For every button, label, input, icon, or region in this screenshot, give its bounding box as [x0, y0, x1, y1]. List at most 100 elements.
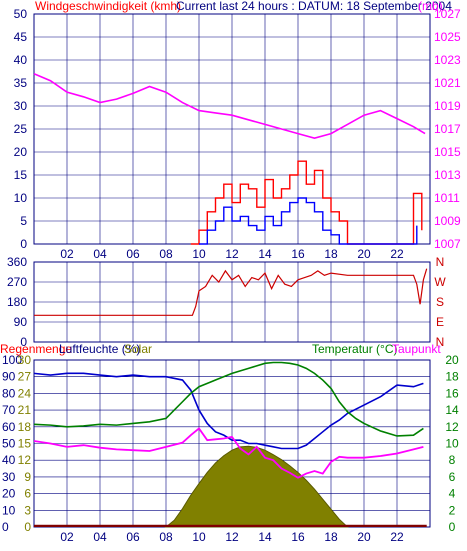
humidity-tick-label: 30: [2, 470, 16, 484]
humidity-tick-label: 40: [2, 453, 16, 467]
temperature-tick-label: 14: [445, 403, 459, 417]
pressure-tick-label: 1009: [434, 214, 461, 228]
hour-tick-label: 16: [291, 247, 305, 261]
hour-tick-label: 12: [225, 530, 239, 544]
hour-tick-label: 06: [126, 247, 140, 261]
gust-line: [199, 197, 418, 245]
chart-title: Current last 24 hours : DATUM: 18 Septem…: [176, 0, 452, 13]
pressure-axis-label: (mb): [418, 0, 443, 13]
panel-wind-grid: [34, 14, 430, 244]
hour-tick-label: 02: [60, 247, 74, 261]
pressure-tick-label: 1021: [434, 76, 461, 90]
hour-tick-label: 08: [159, 530, 173, 544]
hour-tick-label: 02: [60, 530, 74, 544]
solar-tick-label: 27: [18, 370, 32, 384]
wind-line: [190, 160, 423, 245]
wind-tick-label: 45: [14, 30, 28, 44]
dewpoint-line: [33, 427, 424, 479]
pressure-tick-label: 1025: [434, 30, 461, 44]
hour-tick-label: 12: [225, 247, 239, 261]
humidity-tick-label: 50: [2, 437, 16, 451]
wind-tick-label: 50: [14, 7, 28, 21]
rain-axis-label: Regenmenge: [0, 342, 72, 356]
hour-tick-label: 20: [357, 247, 371, 261]
pressure-tick-label: 1019: [434, 99, 461, 113]
pressure-tick-label: 1013: [434, 168, 461, 182]
pressure-tick-label: 1017: [434, 122, 461, 136]
panel-direction-tick-labels: 360 N 270 W 180 S 90 E 0 N: [7, 255, 446, 349]
direction-tick-label: 0: [20, 335, 27, 349]
dewpoint-axis-label: Taupunkt: [392, 342, 441, 356]
compass-tick-label: S: [436, 295, 444, 309]
solar-tick-label: 24: [18, 386, 32, 400]
temperature-tick-label: 16: [445, 386, 459, 400]
temperature-line: [33, 361, 424, 437]
solar-tick-label: 18: [18, 420, 32, 434]
solar-area: [164, 445, 349, 528]
humidity-tick-label: 90: [2, 370, 16, 384]
temperature-tick-label: 4: [449, 487, 456, 501]
hour-tick-label: 04: [93, 530, 107, 544]
panel-wind-direction: 360 N 270 W 180 S 90 E 0 N: [7, 255, 446, 349]
solar-tick-label: 21: [18, 403, 32, 417]
pressure-tick-label: 1027: [434, 7, 461, 21]
wind-tick-label: 40: [14, 53, 28, 67]
solar-axis-label: Solar: [124, 342, 152, 356]
humidity-line: [33, 372, 424, 450]
temperature-tick-label: 8: [449, 453, 456, 467]
direction-tick-label: 360: [7, 255, 27, 269]
hour-tick-label: 20: [357, 530, 371, 544]
temperature-tick-label: 18: [445, 370, 459, 384]
compass-tick-label: E: [436, 315, 444, 329]
humidity-tick-label: 0: [2, 520, 9, 534]
solar-tick-label: 30: [18, 353, 32, 367]
panel-humidity-series: [33, 361, 427, 528]
wind-axis-label: Windgeschwindigkeit (kmh): [35, 0, 181, 13]
rain-bar: [34, 524, 427, 527]
hour-tick-label: 18: [324, 530, 338, 544]
hour-tick-label: 22: [390, 530, 404, 544]
pressure-tick-label: 1015: [434, 145, 461, 159]
wind-tick-label: 5: [20, 214, 27, 228]
temperature-tick-label: 6: [449, 470, 456, 484]
humidity-tick-label: 60: [2, 420, 16, 434]
wind-tick-label: 20: [14, 145, 28, 159]
hour-tick-label: 04: [93, 247, 107, 261]
hour-tick-label: 22: [390, 247, 404, 261]
temperature-axis-label: Temperatur (°C): [312, 342, 397, 356]
hour-tick-label: 14: [258, 530, 272, 544]
humidity-tick-label: 10: [2, 503, 16, 517]
direction-tick-label: 90: [14, 315, 28, 329]
solar-tick-label: 9: [24, 470, 31, 484]
wind-tick-label: 0: [20, 237, 27, 251]
temperature-tick-label: 20: [445, 353, 459, 367]
humidity-tick-label: 100: [2, 353, 22, 367]
hour-tick-label: 10: [192, 247, 206, 261]
pressure-tick-label: 1023: [434, 53, 461, 67]
wind-tick-label: 35: [14, 76, 28, 90]
hour-tick-label: 06: [126, 530, 140, 544]
direction-tick-label: 270: [7, 275, 27, 289]
solar-tick-label: 12: [18, 453, 32, 467]
hour-tick-label: 18: [324, 247, 338, 261]
direction-tick-label: 180: [7, 295, 27, 309]
hour-tick-label: 10: [192, 530, 206, 544]
wind-tick-label: 15: [14, 168, 28, 182]
panel-direction-series: [34, 268, 428, 316]
humidity-axis-label: Luftfeuchte (%): [59, 342, 140, 356]
hour-tick-label: 14: [258, 247, 272, 261]
direction-line: [34, 268, 428, 316]
compass-tick-label: N: [436, 335, 445, 349]
pressure-line: [33, 73, 426, 140]
solar-tick-label: 15: [18, 437, 32, 451]
hour-tick-label: 16: [291, 530, 305, 544]
panel-direction-grid: [34, 262, 430, 342]
compass-tick-label: N: [436, 255, 445, 269]
humidity-tick-label: 70: [2, 403, 16, 417]
compass-tick-label: W: [434, 275, 446, 289]
